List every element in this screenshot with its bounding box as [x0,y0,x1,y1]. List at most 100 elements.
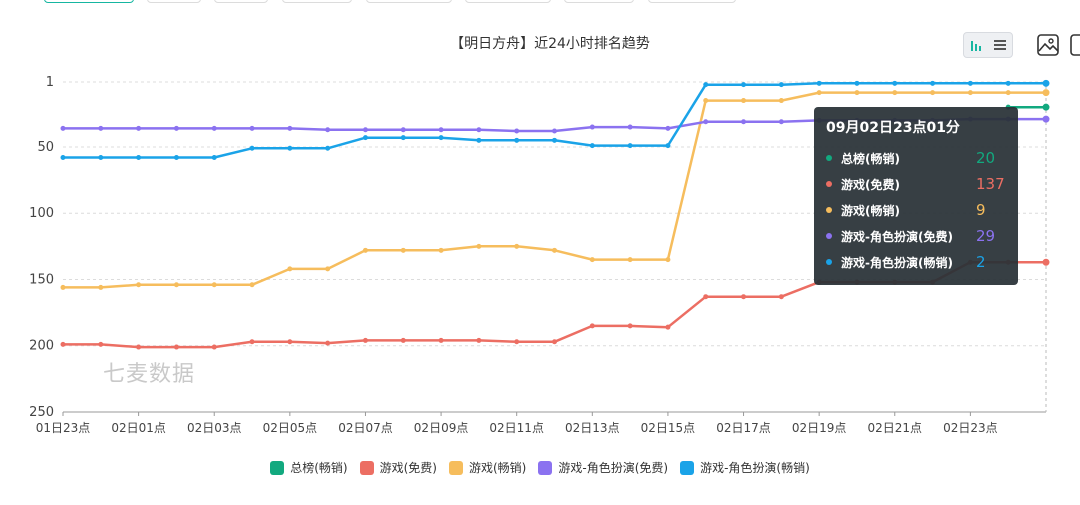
data-point [703,294,709,300]
data-point [325,266,331,272]
series-dot-icon [826,181,832,187]
data-point [589,257,595,263]
data-point [816,90,822,96]
data-point [249,145,255,151]
y-tick-label: 150 [29,272,54,287]
tooltip-row: 游戏-角色扮演(畅销) 2 [826,249,1006,275]
data-point [930,80,936,86]
data-point [627,143,633,149]
y-tick-label: 50 [37,140,54,155]
data-point [325,127,331,133]
chart-legend: 总榜(畅销) 游戏(免费) 游戏(畅销) 游戏-角色扮演(免费) 游戏-角色扮演(畅销) [0,459,1080,478]
data-point [552,339,557,345]
data-point [1005,90,1011,96]
data-point [136,125,142,131]
data-point [287,266,293,272]
data-point [98,284,104,290]
save-image-icon[interactable] [1035,32,1061,58]
series-dot-icon [826,233,832,239]
data-point [173,282,179,288]
series-dot-icon [826,207,832,213]
data-point [892,80,898,86]
data-point [552,128,557,134]
x-tick-label: 02日23点 [943,421,998,435]
data-point [476,243,482,249]
series-dot-icon [826,259,832,265]
data-point [627,323,633,329]
y-tick-label: 200 [29,339,54,354]
legend-label: 游戏(免费) [379,461,437,475]
tooltip-series-value: 137 [976,175,1005,193]
tooltip-series-value: 2 [976,253,986,271]
data-point [665,143,671,149]
tooltip-series-name: 游戏(畅销) [841,203,900,218]
legend-item[interactable]: 游戏(免费) [359,459,437,476]
x-tick-label: 02日07点 [338,421,393,435]
legend-label: 游戏(畅销) [468,461,527,475]
y-tick-label: 250 [29,405,54,420]
legend-item[interactable]: 游戏-角色扮演(免费) [538,459,668,476]
tooltip-series-name: 游戏-角色扮演(免费) [841,229,953,244]
x-tick-label: 02日05点 [263,421,318,435]
x-tick-label: 02日19点 [792,421,847,435]
data-point [741,82,747,88]
legend-label: 总榜(畅销) [290,461,348,475]
y-tick-label: 100 [29,206,54,221]
legend-item[interactable]: 总榜(畅销) [270,459,348,476]
tooltip-series-name: 游戏(免费) [841,177,900,192]
data-point [400,337,406,343]
data-point [589,323,595,329]
data-point [665,125,671,131]
data-point [173,344,179,350]
data-point [362,337,368,343]
data-point [173,125,179,131]
data-point [552,137,557,143]
x-tick-label: 02日21点 [867,421,922,435]
tooltip-series-name: 游戏-角色扮演(畅销) [841,255,953,270]
data-point [741,98,747,104]
list-icon[interactable] [989,32,1015,58]
data-point [627,257,633,263]
data-point [136,344,142,350]
x-tick-label: 02日01点 [111,421,166,435]
data-point [362,135,368,141]
data-point [930,90,936,96]
data-point [778,98,784,104]
data-point [400,127,406,133]
data-point [665,324,671,330]
data-point [476,337,482,343]
data-point [854,80,860,86]
data-point [1042,79,1050,87]
data-point [778,294,784,300]
data-point [741,294,747,300]
data-point [741,119,747,125]
data-point [173,155,179,161]
data-point [816,80,822,86]
data-point [1042,89,1050,97]
tooltip-title: 09月02日23点01分 [826,120,960,136]
data-point [211,125,217,131]
data-point [514,137,520,143]
data-point [60,125,66,131]
legend-item[interactable]: 游戏-角色扮演(畅销) [680,459,810,476]
data-point [60,341,66,347]
data-point [98,125,104,131]
data-point [967,80,973,86]
data-point [98,155,104,161]
data-point [60,155,66,161]
more-icon[interactable] [1067,32,1080,58]
data-point [211,282,217,288]
series-dot-icon [826,155,832,161]
chart-title: 【明日方舟】近24小时排名趋势 [450,36,650,52]
data-point [287,145,293,151]
x-tick-label: 02日17点 [716,421,771,435]
x-tick-label: 01日23点 [36,421,91,435]
data-point [438,337,444,343]
data-point [249,339,255,345]
legend-swatch [538,460,553,475]
legend-item[interactable]: 游戏(畅销) [448,459,527,476]
chart-tooltip: 09月02日23点01分 总榜(畅销) 20 游戏(免费) 137 游戏(畅销) 9 游戏-… [814,107,1018,285]
data-point [476,137,482,143]
legend-label: 游戏-角色扮演(畅销) [700,461,810,475]
tooltip-row: 游戏-角色扮演(免费) 29 [826,223,1006,249]
